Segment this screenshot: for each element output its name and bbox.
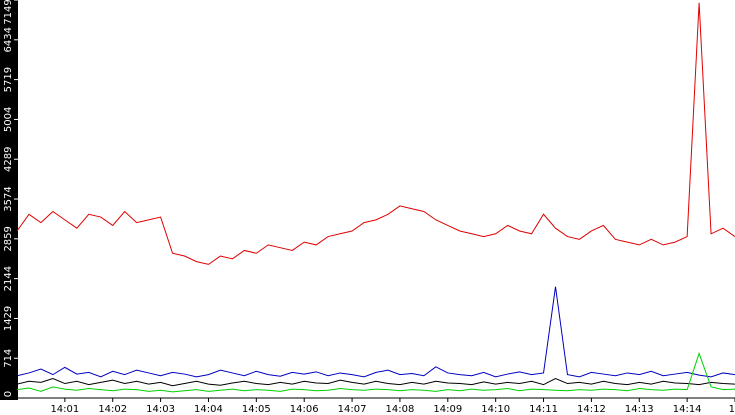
series-line [16, 286, 735, 378]
x-tick-label: 14:08 [386, 404, 415, 415]
y-tick-label: 4289 [3, 146, 14, 171]
y-tick-label: 6434 [3, 27, 14, 52]
x-tick-label: 14:12 [577, 404, 606, 415]
x-tick-label: 14:03 [146, 404, 175, 415]
y-tick-label: 5004 [3, 107, 14, 132]
y-axis-bar [0, 0, 18, 400]
series-line [16, 351, 735, 393]
y-tick-label: 0 [3, 391, 14, 397]
y-tick-label: 3574 [3, 186, 14, 211]
y-tick-label: 714 [3, 349, 14, 368]
y-tick-label: 7149 [3, 0, 14, 25]
x-tick-label: 14:09 [433, 404, 462, 415]
y-tick-label: 2144 [3, 266, 14, 291]
series-line [16, 2, 735, 265]
x-tick-label: 14:04 [194, 404, 223, 415]
x-tick-label: 14:13 [625, 404, 654, 415]
x-tick-label: 14:05 [242, 404, 271, 415]
x-tick-label: 14 [729, 404, 735, 415]
y-tick-label: 1429 [3, 306, 14, 331]
x-tick-label: 14:11 [529, 404, 558, 415]
series-line [16, 377, 735, 387]
x-tick-label: 14:06 [290, 404, 319, 415]
x-tick-label: 14:10 [481, 404, 510, 415]
x-tick-label: 14:02 [98, 404, 127, 415]
y-tick-label: 5719 [3, 67, 14, 92]
x-tick-label: 14:14 [673, 404, 702, 415]
x-tick-label: 14:01 [50, 404, 79, 415]
x-tick-label: 14:07 [338, 404, 367, 415]
y-tick-label: 2859 [3, 226, 14, 251]
